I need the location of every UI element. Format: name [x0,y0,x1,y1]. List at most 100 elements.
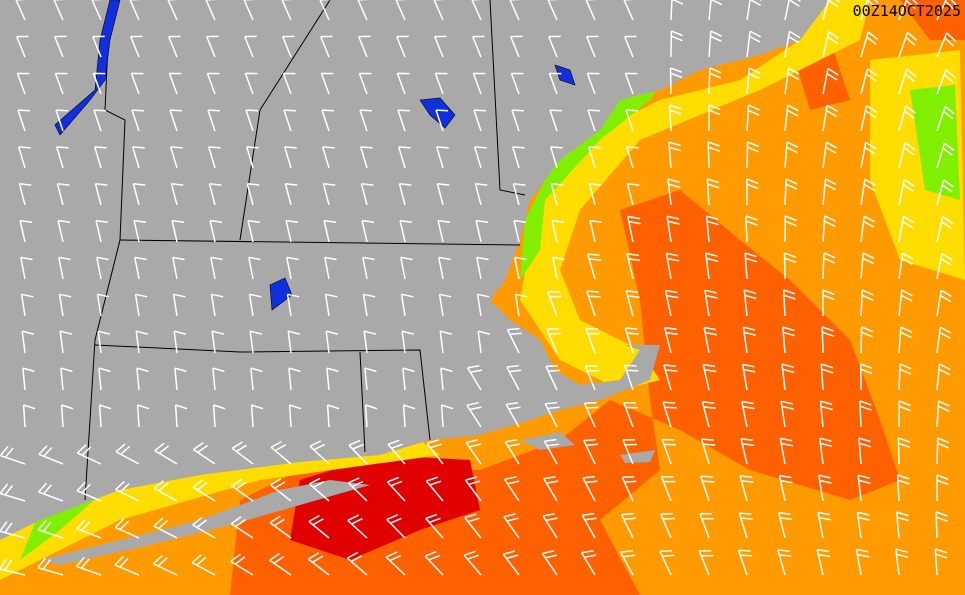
wind-barb [620,549,636,576]
wind-barb [737,549,753,576]
wind-barb [361,219,375,243]
wind-barb [320,35,333,58]
wind-barb [586,253,602,280]
wind-barb [936,326,952,354]
wind-barb [706,178,720,206]
wind-barb [936,32,957,58]
wind-barb [859,400,872,428]
wind-barb [288,367,301,391]
wind-barb [134,293,148,317]
wind-barb [936,142,955,169]
wind-barb [819,400,833,428]
wind-barb [898,252,914,280]
wind-barb [210,256,223,280]
wind-barb [243,0,257,21]
wind-barb [936,289,952,317]
wind-barb [17,109,31,132]
wind-barb [542,512,558,539]
wind-barb [18,182,32,206]
wind-barb [284,182,298,206]
wind-barb [210,293,224,317]
wind-barb [134,256,147,280]
wind-barb [476,256,489,280]
wind-barb [702,363,717,391]
wind-barb [782,326,796,354]
wind-barb [54,35,67,58]
wind-barb [76,481,102,502]
wind-barb [76,444,102,465]
wind-barb [464,476,482,502]
wind-barb [822,215,836,243]
wind-barb [477,330,490,354]
wind-barb [510,72,524,95]
wind-barb [387,439,406,465]
wind-barb [54,72,68,95]
wind-barb [22,404,36,428]
wind-barb [746,104,760,132]
wind-barb [896,474,910,502]
wind-barb [935,511,948,539]
wind-barb [91,0,105,21]
wind-barb [582,475,598,502]
wind-barb [362,293,376,317]
wind-barb [701,401,716,428]
wind-barb [154,442,178,465]
valid-time-label: 00Z14OCT2025 [852,2,961,20]
wind-barb [779,437,794,465]
wind-barb [209,219,223,243]
wind-barb [206,72,220,95]
wind-barb [471,0,485,21]
wind-barb [16,72,30,95]
wind-barb [172,256,185,280]
wind-barb [0,445,26,465]
wind-barb [191,554,216,576]
wind-barb [132,182,146,206]
wind-barb [363,330,376,354]
wind-barb [708,104,721,132]
wind-barb [192,516,216,539]
wind-barb [152,555,178,576]
wind-barb [547,0,561,21]
wind-barb [587,146,601,169]
wind-barb [230,553,254,576]
wind-barb [665,252,680,280]
wind-barb [346,551,368,576]
wind-barb [543,475,559,502]
wind-barb [98,404,112,428]
wind-barb [505,401,521,428]
wind-barb [288,404,302,428]
wind-barb [549,146,563,169]
wind-barb [822,252,836,280]
wind-barb [323,219,337,243]
wind-barb [783,252,797,280]
wind-barb [621,475,637,502]
wind-barb [784,178,798,206]
wind-barb [549,109,563,132]
wind-barb [402,404,416,428]
wind-barb [425,476,444,502]
wind-barb [16,35,29,58]
wind-barb [818,474,832,502]
wind-barb [174,404,188,428]
wind-barb [936,474,949,501]
wind-barb [75,556,102,576]
wind-barb [817,511,831,539]
wind-barb [936,179,954,206]
wind-barb [170,182,184,206]
wind-barb [860,289,874,317]
wind-barb [898,0,918,21]
wind-barb [385,551,406,576]
wind-barb [583,401,599,428]
wind-barb [708,0,723,21]
wind-barb [15,0,29,21]
wind-barb [206,35,219,58]
long-island [40,480,370,565]
wind-barb [860,178,876,206]
wind-barb [38,445,64,465]
wind-barb [548,35,561,58]
wind-barbs [0,0,957,576]
wind-barb [506,364,522,391]
wind-barb [544,401,560,428]
wind-barb [936,437,950,465]
